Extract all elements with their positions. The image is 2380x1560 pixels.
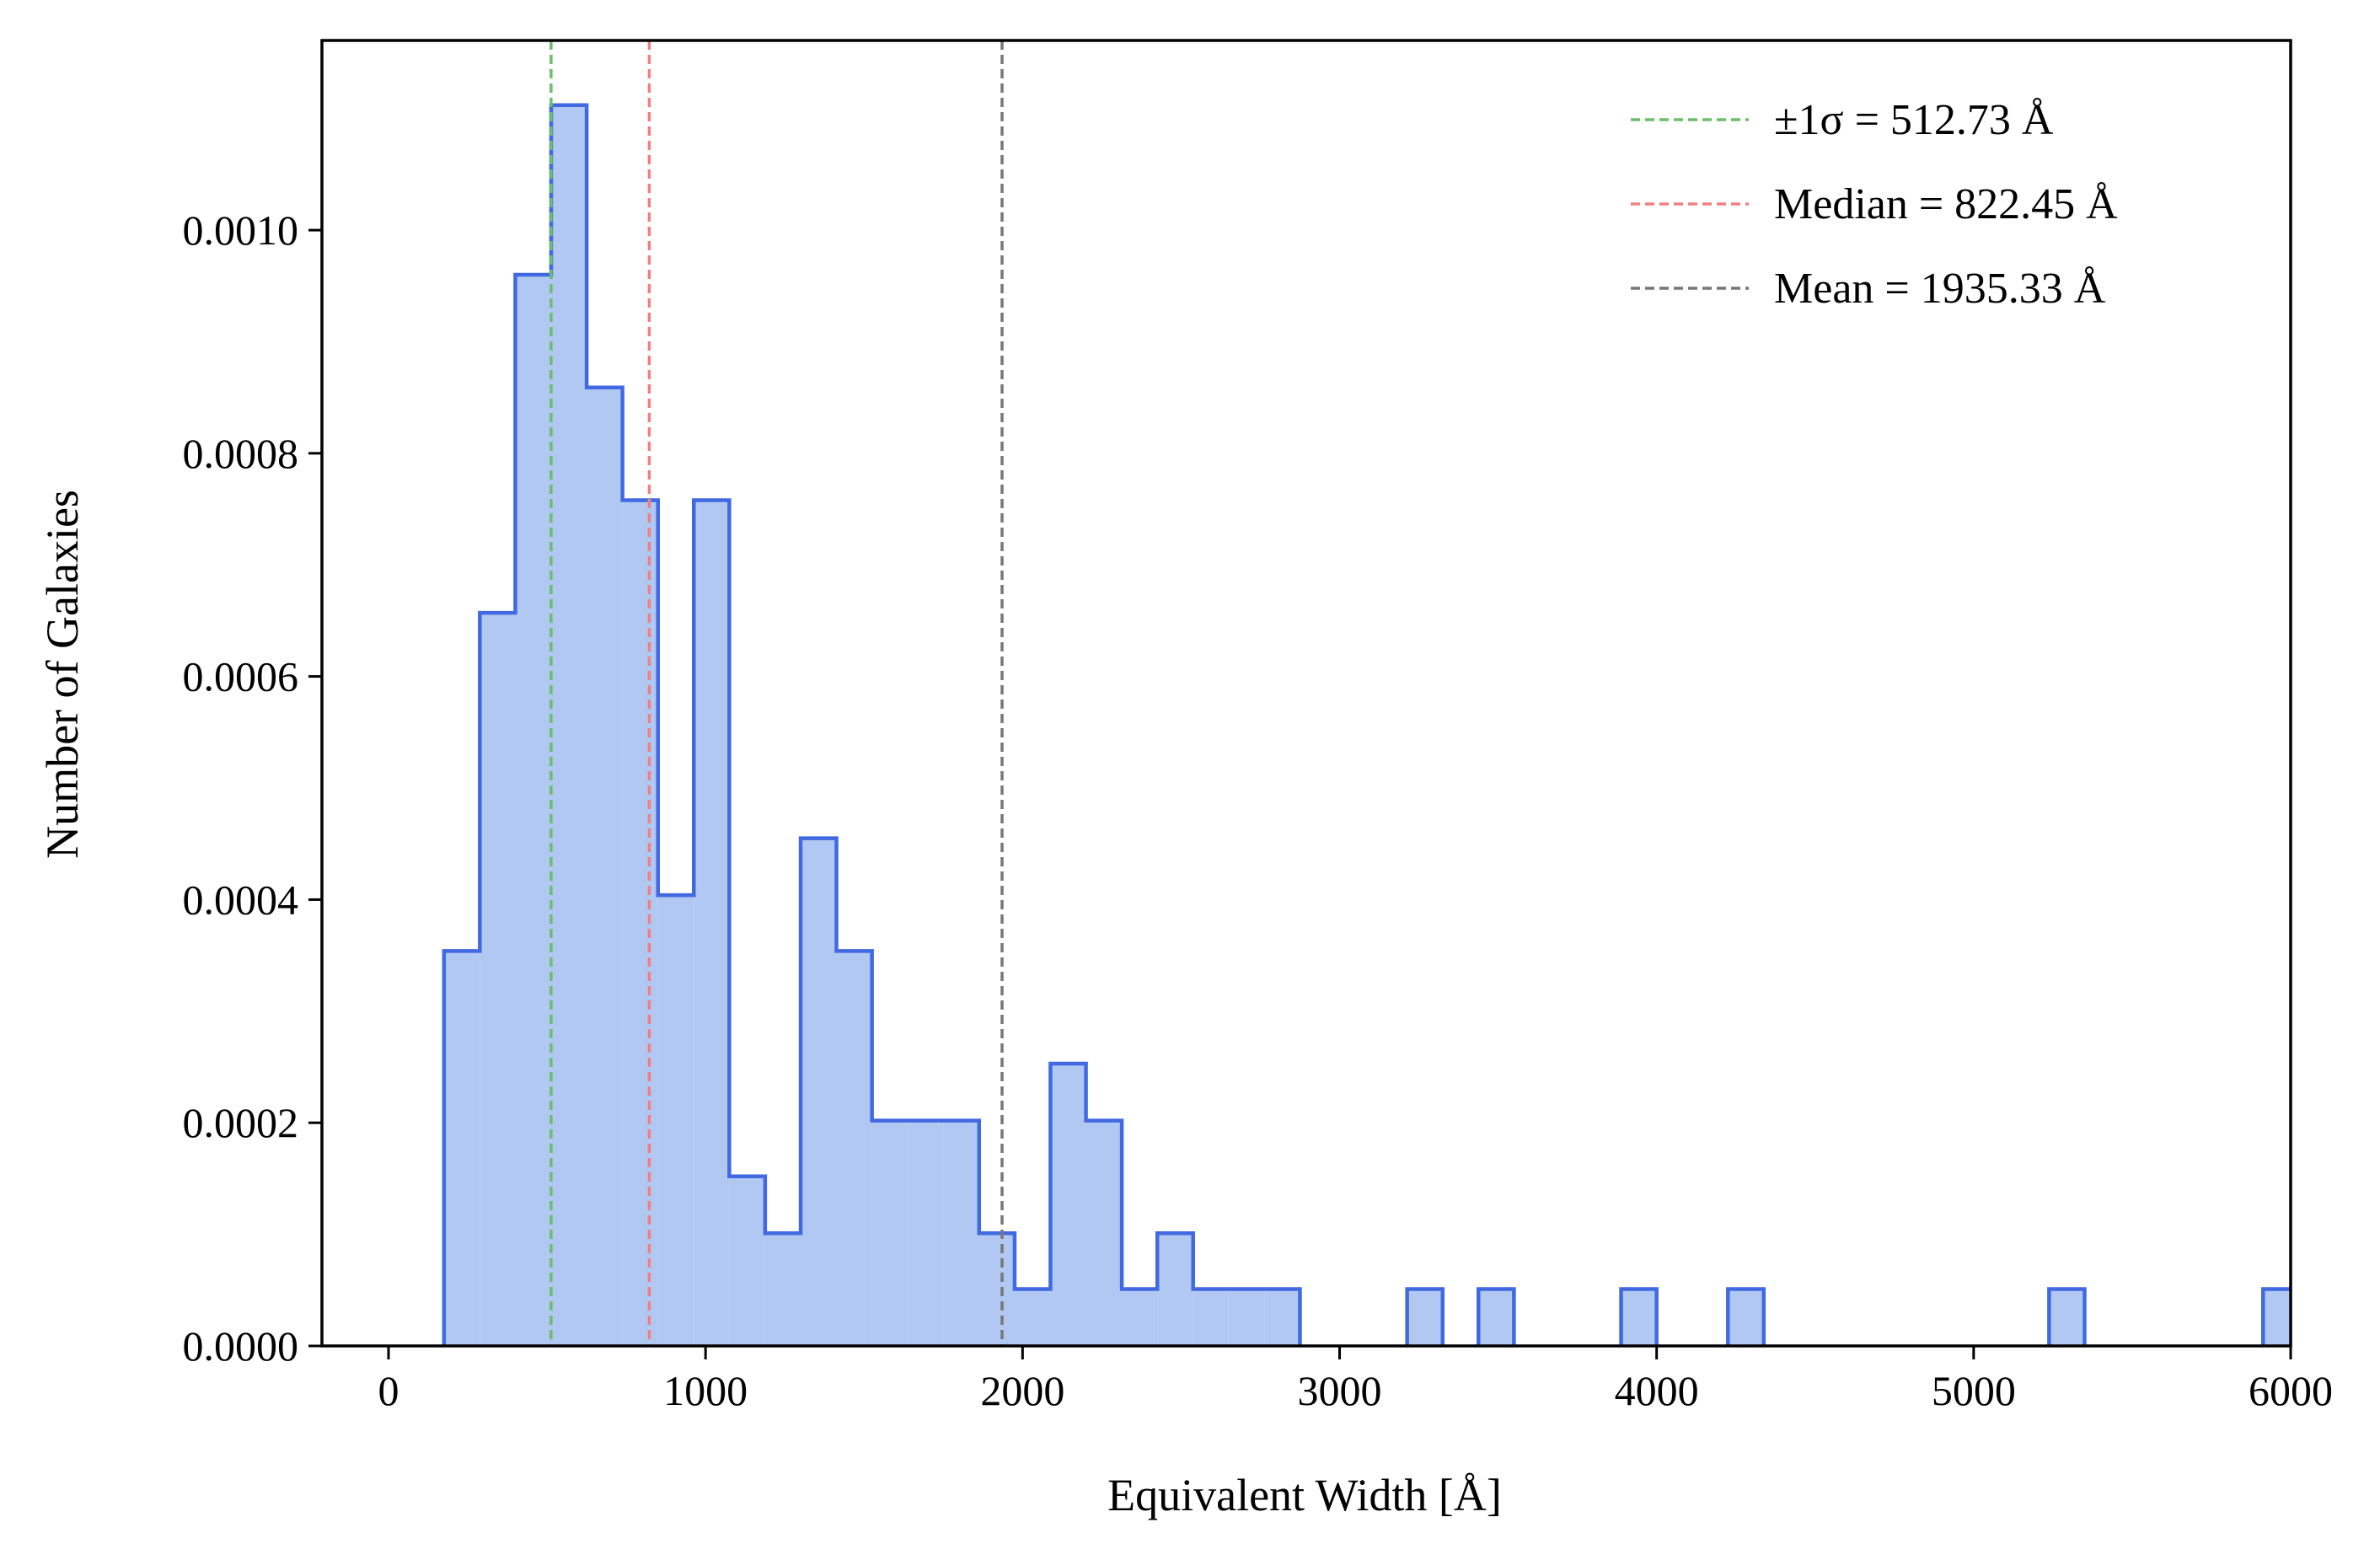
- histogram-bar: [1228, 1289, 1265, 1346]
- legend-label: Mean = 1935.33 Å: [1774, 265, 2106, 313]
- histogram-bar: [1621, 1289, 1657, 1346]
- y-tick-label: 0.0004: [183, 876, 299, 923]
- histogram-bar: [587, 387, 623, 1346]
- legend-label: Median = 822.45 Å: [1774, 180, 2118, 228]
- x-tick-label: 1000: [663, 1367, 748, 1414]
- histogram-bar: [1407, 1289, 1443, 1346]
- histogram-bar: [978, 1233, 1015, 1346]
- histogram-bar: [764, 1233, 801, 1346]
- histogram-bar: [1264, 1289, 1300, 1346]
- histogram-bar: [2263, 1289, 2291, 1346]
- legend: ±1σ = 512.73 Å Median = 822.45 Å Mean = 19…: [1631, 96, 2118, 313]
- histogram-bar: [729, 1176, 765, 1346]
- histogram-bar: [2049, 1289, 2085, 1346]
- x-tick-label: 4000: [1615, 1367, 1699, 1414]
- histogram-bar: [801, 838, 837, 1346]
- plot-frame: [320, 39, 2292, 1348]
- y-tick-label: 0.0008: [183, 430, 299, 477]
- y-tick-label: 0.0006: [183, 653, 299, 700]
- histogram-bar: [1193, 1289, 1229, 1346]
- histogram-bar: [836, 951, 872, 1346]
- histogram-bar: [443, 951, 480, 1346]
- x-tick-label: 0: [378, 1367, 399, 1414]
- legend-label: ±1σ = 512.73 Å: [1774, 96, 2054, 144]
- x-tick-label: 5000: [1932, 1367, 2016, 1414]
- histogram-bar: [694, 500, 730, 1346]
- histogram-bars: [442, 103, 2291, 1346]
- histogram-bar: [908, 1120, 944, 1346]
- reference-lines: [549, 40, 1004, 1346]
- y-tick-label: 0.0002: [183, 1099, 299, 1146]
- histogram-bar: [1728, 1289, 1764, 1346]
- histogram-bar: [1122, 1289, 1158, 1346]
- histogram-bar: [622, 500, 658, 1346]
- x-axis-ticks: 0 1000 2000 3000 4000 5000 6000: [378, 1346, 2333, 1414]
- histogram-bar: [480, 613, 516, 1346]
- histogram-bar: [657, 895, 694, 1346]
- histogram-bar: [1050, 1064, 1086, 1346]
- y-tick-label: 0.0010: [183, 206, 299, 254]
- y-axis-ticks: 0.0000 0.0002 0.0004 0.0006 0.0008 0.0010: [183, 206, 322, 1370]
- histogram-outline: [442, 103, 2291, 1346]
- histogram-bar: [1014, 1289, 1051, 1346]
- histogram-bar: [1085, 1120, 1123, 1346]
- histogram-bar: [550, 105, 587, 1346]
- x-tick-label: 3000: [1297, 1367, 1381, 1414]
- histogram-bar: [871, 1120, 909, 1346]
- histogram-bar: [1157, 1233, 1193, 1346]
- x-tick-label: 6000: [2249, 1367, 2333, 1414]
- histogram-bar: [515, 275, 551, 1346]
- histogram-bar: [1478, 1289, 1514, 1346]
- histogram-bar: [943, 1120, 979, 1346]
- y-axis-label: Number of Galaxies: [37, 490, 88, 859]
- x-tick-label: 2000: [980, 1367, 1064, 1414]
- x-axis-label: Equivalent Width [Å]: [1107, 1470, 1502, 1520]
- y-tick-label: 0.0000: [183, 1322, 299, 1370]
